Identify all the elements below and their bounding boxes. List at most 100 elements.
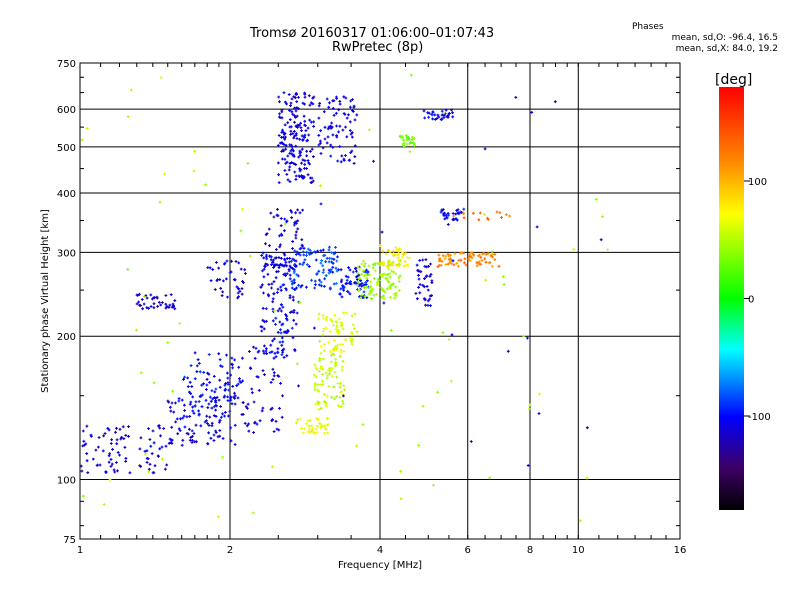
data-point	[141, 307, 144, 311]
data-point	[334, 364, 337, 368]
data-point	[351, 109, 354, 112]
data-point	[495, 210, 499, 214]
data-point	[323, 125, 327, 129]
data-point	[252, 400, 256, 404]
data-point	[292, 278, 296, 282]
data-point	[145, 449, 149, 453]
data-point	[218, 385, 222, 389]
data-point	[230, 362, 234, 366]
data-point	[266, 272, 270, 276]
data-point	[193, 404, 197, 408]
data-point	[370, 287, 374, 291]
data-point	[191, 395, 194, 399]
data-point	[230, 356, 234, 360]
data-point	[321, 367, 325, 371]
data-point	[249, 366, 252, 370]
data-point	[300, 426, 303, 430]
data-point	[291, 112, 295, 116]
data-point	[273, 264, 276, 268]
data-point	[282, 252, 286, 255]
data-point	[295, 421, 298, 425]
data-point	[467, 257, 470, 261]
data-point	[402, 264, 406, 268]
data-point	[195, 370, 199, 373]
data-point	[444, 254, 448, 258]
data-point	[200, 405, 204, 408]
data-point	[360, 262, 364, 266]
data-point	[264, 242, 267, 246]
data-point	[290, 282, 294, 286]
data-point	[181, 416, 185, 420]
data-point	[319, 152, 323, 155]
data-point	[298, 301, 302, 304]
data-point	[324, 427, 328, 431]
data-point	[372, 263, 375, 267]
data-point	[334, 357, 338, 361]
data-point	[264, 349, 268, 353]
data-point	[353, 144, 357, 148]
data-point	[457, 264, 460, 268]
data-point	[349, 105, 352, 109]
data-point	[152, 296, 156, 299]
data-point	[526, 464, 530, 467]
data-point	[406, 263, 410, 267]
data-point	[455, 218, 459, 222]
data-point	[271, 465, 274, 469]
data-point	[381, 249, 385, 253]
data-point	[83, 443, 86, 447]
data-point	[183, 375, 186, 379]
data-point	[317, 104, 321, 108]
data-point	[292, 269, 296, 273]
data-point	[326, 431, 329, 435]
data-point	[166, 341, 170, 344]
data-point	[346, 275, 350, 279]
data-point	[300, 284, 304, 287]
data-point	[594, 198, 598, 201]
data-point	[91, 457, 95, 461]
data-point	[109, 442, 113, 445]
data-point	[277, 173, 280, 177]
data-point	[329, 143, 333, 147]
data-point	[456, 211, 460, 215]
data-point	[293, 258, 296, 262]
data-point	[277, 374, 281, 378]
data-point	[317, 401, 320, 405]
data-point	[261, 283, 264, 287]
data-point	[373, 262, 377, 265]
data-point	[296, 219, 300, 223]
data-point	[267, 227, 271, 231]
data-point	[453, 252, 457, 256]
data-point	[193, 351, 197, 355]
data-point	[324, 402, 328, 406]
data-point	[327, 105, 331, 109]
data-point	[221, 455, 224, 459]
data-point	[165, 463, 169, 467]
data-point	[229, 398, 233, 402]
data-point	[152, 381, 156, 385]
data-point	[354, 267, 357, 270]
data-point	[316, 424, 319, 428]
data-point	[172, 410, 176, 414]
data-point	[331, 133, 335, 137]
data-point	[267, 294, 271, 298]
data-point	[336, 255, 339, 259]
data-point	[477, 218, 481, 222]
data-point	[400, 134, 404, 138]
data-point	[108, 478, 112, 482]
data-point	[298, 247, 302, 251]
data-point	[307, 133, 311, 137]
data-point	[342, 288, 345, 292]
data-point	[372, 159, 375, 163]
data-point	[235, 285, 239, 289]
data-point	[344, 154, 347, 157]
data-point	[578, 519, 582, 523]
data-point	[294, 178, 298, 181]
data-point	[396, 253, 400, 256]
data-point	[195, 364, 199, 368]
data-point	[159, 434, 162, 438]
data-point	[185, 415, 189, 419]
data-point	[283, 132, 286, 136]
data-point	[290, 310, 294, 314]
data-point	[306, 159, 310, 162]
data-point	[280, 309, 283, 313]
